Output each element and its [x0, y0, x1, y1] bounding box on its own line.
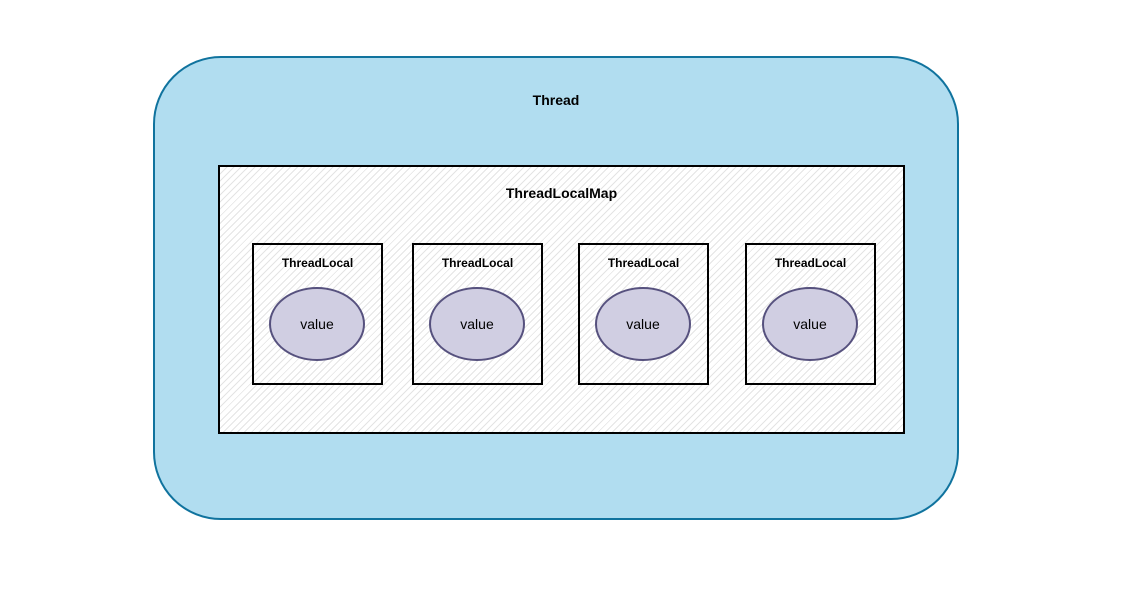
value-ellipse: value	[762, 287, 858, 361]
thread-local-box-4: ThreadLocal value	[745, 243, 876, 385]
thread-local-box-1: ThreadLocal value	[252, 243, 383, 385]
thread-local-label: ThreadLocal	[441, 256, 514, 270]
thread-local-label: ThreadLocal	[774, 256, 847, 270]
value-ellipse: value	[269, 287, 365, 361]
value-ellipse: value	[429, 287, 525, 361]
thread-label: Thread	[532, 92, 580, 108]
thread-local-label: ThreadLocal	[607, 256, 680, 270]
value-ellipse: value	[595, 287, 691, 361]
thread-local-box-2: ThreadLocal value	[412, 243, 543, 385]
thread-local-label: ThreadLocal	[281, 256, 354, 270]
thread-local-map-label: ThreadLocalMap	[505, 185, 618, 201]
thread-local-box-3: ThreadLocal value	[578, 243, 709, 385]
